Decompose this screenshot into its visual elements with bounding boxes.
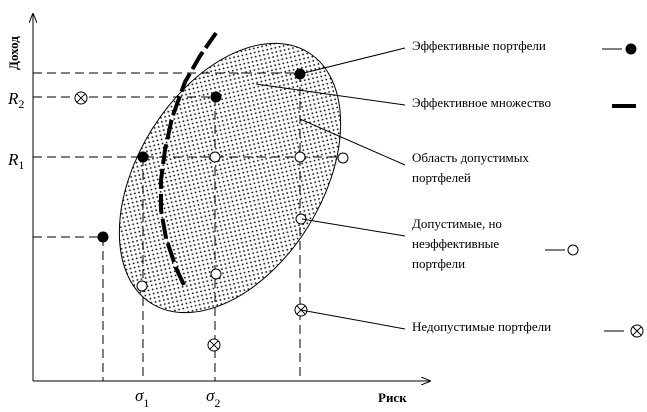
- legend-symbol-efficient: [625, 43, 637, 55]
- feasible-region: [118, 42, 342, 314]
- legend-feasible-region-line2: портфелей: [412, 170, 471, 185]
- legend-infeasible-portfolios: Недопустимые портфели: [412, 319, 551, 334]
- legend-feasible-region-line1: Область допустимых: [412, 150, 530, 165]
- efficient-points: [97, 68, 306, 243]
- tick-label-sigma1: σ1: [135, 386, 149, 410]
- inefficient-point: [295, 213, 307, 225]
- feasible-inefficient-points: [136, 151, 349, 292]
- infeasible-points: [74, 91, 308, 352]
- legend-symbols: [545, 43, 644, 338]
- inefficient-point: [136, 280, 148, 292]
- legend-feasible-inefficient-line3: портфели: [412, 256, 465, 271]
- leader-lines: [255, 47, 406, 330]
- inefficient-point: [294, 151, 306, 163]
- legend-feasible-inefficient-line1: Допустимые, но: [412, 216, 502, 231]
- efficient-point: [97, 231, 109, 243]
- legend-symbol-inefficient: [567, 244, 579, 256]
- infeasible-point: [207, 338, 221, 352]
- tick-label-r2: R2: [7, 89, 24, 111]
- legend-feasible-inefficient-line2: неэффективные: [412, 236, 499, 251]
- legend-symbol-infeasible: [630, 324, 644, 338]
- x-axis-title: Риск: [378, 390, 407, 405]
- legend-efficient-portfolios: Эффективные портфели: [412, 38, 546, 53]
- inefficient-point: [337, 152, 349, 164]
- guide-lines: [33, 72, 340, 381]
- legend-efficient-set: Эффективное множество: [412, 95, 551, 110]
- efficient-set-curve: [159, 31, 218, 286]
- inefficient-point: [209, 151, 221, 163]
- infeasible-point: [74, 91, 88, 105]
- axes: [33, 14, 430, 381]
- inefficient-point: [210, 268, 222, 280]
- tick-label-r1: R1: [7, 150, 24, 172]
- efficient-point: [137, 151, 149, 163]
- efficient-point: [210, 91, 222, 103]
- tick-label-sigma2: σ2: [206, 386, 220, 410]
- y-axis-title: Доход: [6, 36, 21, 70]
